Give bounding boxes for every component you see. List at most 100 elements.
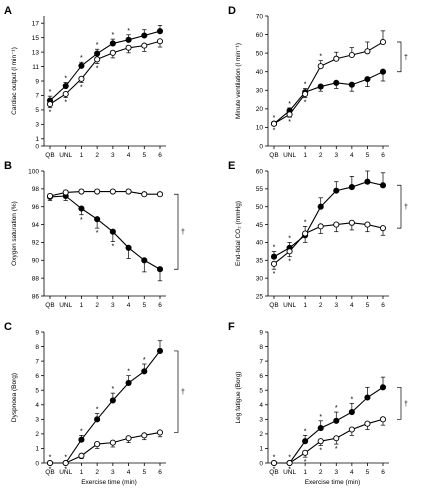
point-open xyxy=(62,90,69,98)
significance-above: * xyxy=(49,89,52,96)
point-filled xyxy=(125,36,132,43)
y-tick-label: 30 xyxy=(256,88,264,95)
y-tick-label: 8 xyxy=(35,344,39,351)
significance-above: * xyxy=(96,42,99,49)
significance-above: * xyxy=(64,455,67,462)
x-tick-label: 5 xyxy=(142,469,146,476)
x-axis-label: Exercise time (min) xyxy=(305,479,361,486)
point-open xyxy=(364,221,371,228)
x-tick-label: QB xyxy=(269,152,278,159)
x-tick-label: 6 xyxy=(158,152,162,159)
point-filled xyxy=(109,228,116,235)
y-tick-label: 98 xyxy=(32,186,40,193)
point-filled xyxy=(62,83,69,90)
significance-bracket xyxy=(397,386,402,420)
point-open xyxy=(348,51,355,59)
significance-above: * xyxy=(96,407,99,414)
point-open xyxy=(302,90,309,98)
x-tick-label: 3 xyxy=(334,302,338,309)
point-filled xyxy=(109,40,116,47)
point-filled xyxy=(317,83,324,90)
point-open xyxy=(94,188,101,195)
x-tick-label: 6 xyxy=(381,302,385,309)
point-filled xyxy=(78,62,85,69)
x-tick-label: 5 xyxy=(142,302,146,309)
point-open xyxy=(286,111,293,118)
panel-f: F 0 1 2 3 4 5 6 7 8 9 QB UNL 1 2 3 4 5 6 Leg fatigue (Borg)… xyxy=(228,321,408,486)
x-tick-label: QB xyxy=(45,469,54,476)
point-filled xyxy=(379,384,387,391)
point-filled xyxy=(270,253,278,260)
y-tick-label: 96 xyxy=(32,204,40,211)
point-open xyxy=(125,44,132,51)
y-tick-label: 45 xyxy=(256,222,264,229)
x-tick-label: 5 xyxy=(366,152,370,159)
y-axis-label: Minute ventilation (l min⁻¹) xyxy=(235,43,242,119)
point-open xyxy=(78,452,85,459)
point-filled xyxy=(333,417,340,424)
point-open xyxy=(94,56,101,63)
x-tick-label: 2 xyxy=(319,469,323,476)
point-open xyxy=(348,219,355,226)
y-tick-label: 2 xyxy=(35,431,39,438)
x-tick-label: UNL xyxy=(283,302,296,309)
x-tick-label: QB xyxy=(269,302,278,309)
y-tick-label: 90 xyxy=(32,258,40,265)
point-filled xyxy=(364,394,371,401)
y-tick-label: 20 xyxy=(256,106,264,113)
x-tick-label: 2 xyxy=(319,152,323,159)
point-open xyxy=(109,49,116,56)
panel-letter: C xyxy=(4,321,12,333)
y-axis-label: Leg fatigue (Borg) xyxy=(235,371,242,423)
point-filled xyxy=(78,205,85,212)
x-tick-label: UNL xyxy=(283,152,296,159)
significance-above: * xyxy=(335,405,338,412)
significance-above: * xyxy=(111,32,114,39)
point-open xyxy=(156,429,164,436)
significance-above: * xyxy=(127,28,130,35)
point-open xyxy=(379,38,387,46)
significance-above: * xyxy=(304,219,307,226)
point-filled xyxy=(333,79,340,86)
significance-below: * xyxy=(335,446,338,453)
significance-above: * xyxy=(288,235,291,242)
y-tick-label: 17 xyxy=(32,21,40,28)
point-open xyxy=(270,260,278,267)
y-tick-label: 94 xyxy=(32,222,40,229)
significance-bracket xyxy=(174,193,179,270)
point-filled xyxy=(141,257,148,264)
x-tick-label: 4 xyxy=(350,469,354,476)
significance-below: * xyxy=(273,128,276,135)
x-tick-label: 2 xyxy=(95,469,99,476)
y-axis-label: Dyspnoea (Borg) xyxy=(11,373,18,422)
y-tick-label: 25 xyxy=(256,293,264,300)
y-tick-label: 40 xyxy=(256,69,264,76)
significance-below: * xyxy=(111,244,114,251)
y-tick-label: 60 xyxy=(256,168,264,175)
point-open xyxy=(46,192,54,200)
significance-above: * xyxy=(80,428,83,435)
x-tick-label: 6 xyxy=(381,152,385,159)
x-tick-label: 1 xyxy=(80,302,84,309)
y-tick-label: 30 xyxy=(256,275,264,282)
x-tick-label: 1 xyxy=(80,469,84,476)
x-tick-label: 3 xyxy=(334,469,338,476)
y-tick-label: 3 xyxy=(35,122,39,129)
point-filled xyxy=(125,379,132,386)
point-open xyxy=(46,101,54,108)
point-open xyxy=(317,223,324,230)
point-filled xyxy=(156,347,164,354)
significance-above: * xyxy=(288,455,291,462)
point-open xyxy=(78,188,85,195)
point-filled xyxy=(156,28,164,35)
significance-above: * xyxy=(319,54,322,61)
point-open xyxy=(333,55,340,62)
x-tick-label: UNL xyxy=(59,152,72,159)
x-tick-label: 5 xyxy=(366,302,370,309)
y-tick-label: 5 xyxy=(35,388,39,395)
dagger-symbol: † xyxy=(404,401,408,408)
point-filled xyxy=(125,244,132,251)
y-tick-label: 7 xyxy=(35,358,39,365)
